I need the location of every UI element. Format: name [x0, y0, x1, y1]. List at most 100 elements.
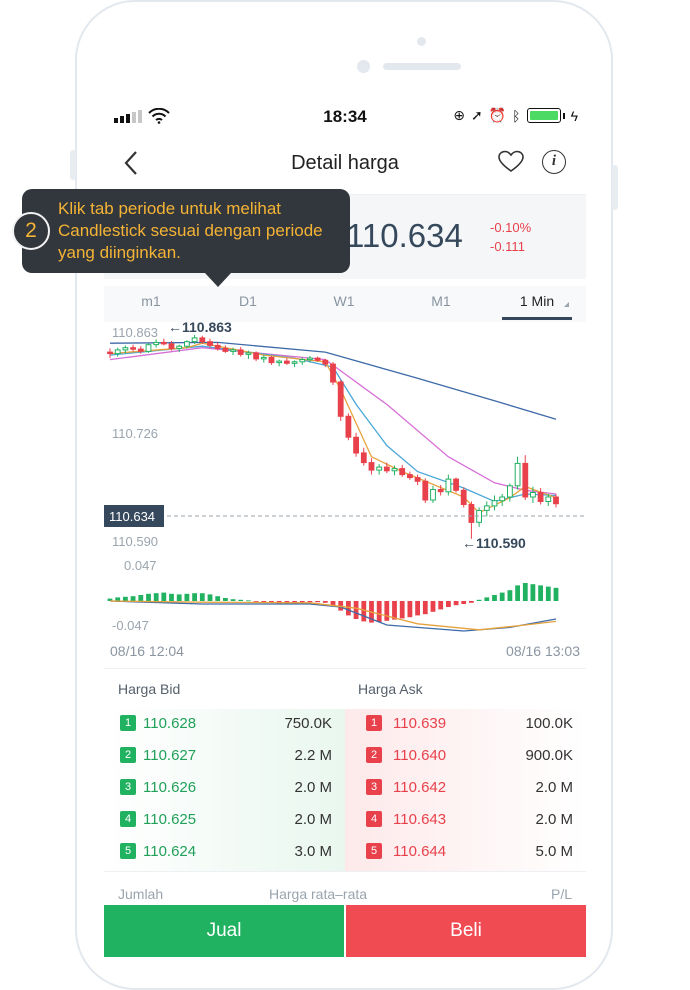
bid-quantity: 2.0 M	[294, 811, 332, 828]
macd-histogram-bar	[169, 593, 174, 601]
candlestick-chart[interactable]: 110.863 110.726 110.590 0.047 -0.047 110…	[104, 322, 586, 667]
candle-down	[314, 357, 321, 361]
macd-histogram-bar	[384, 601, 390, 621]
candle-up	[145, 344, 152, 352]
tab-d1[interactable]: D1	[239, 293, 257, 309]
ask-quantity: 5.0 M	[535, 843, 573, 860]
bid-price: 110.625	[143, 811, 197, 828]
candle-up	[230, 349, 236, 352]
candle-down	[368, 462, 375, 471]
candle-down	[522, 462, 529, 498]
bid-side	[104, 709, 345, 871]
tab-m1[interactable]: m1	[141, 293, 161, 309]
candle-up	[483, 505, 490, 511]
buy-button[interactable]: Beli	[346, 905, 586, 957]
back-arrow-icon[interactable]	[120, 148, 142, 178]
bid-quantity: 2.0 M	[294, 779, 332, 796]
ask-row[interactable]: 4 110.643 2.0 M	[345, 805, 586, 837]
macd-histogram-bar	[330, 601, 336, 606]
signal-icon	[114, 110, 142, 123]
candle-up	[260, 356, 267, 360]
candle-up	[545, 496, 552, 502]
candle-down	[345, 415, 352, 438]
macd-histogram-bar	[484, 597, 490, 601]
candle-down	[207, 341, 213, 346]
battery-icon	[526, 108, 561, 123]
candle-down	[460, 489, 467, 506]
active-tab-underline	[502, 317, 572, 320]
bid-row[interactable]: 2 110.627 2.2 M	[104, 741, 345, 773]
bid-row[interactable]: 3 110.626 2.0 M	[104, 773, 345, 805]
tooltip-text: Klik tab periode untuk melihat Candlesti…	[58, 199, 323, 262]
tab-month1[interactable]: M1	[431, 293, 451, 309]
macd-histogram-bar	[446, 601, 451, 607]
phone-power-button	[612, 165, 618, 210]
candle-down	[160, 341, 167, 345]
candle-down	[553, 496, 559, 505]
ask-price: 110.644	[393, 843, 447, 860]
macd-histogram-bar	[469, 601, 474, 603]
candle-up	[245, 352, 252, 355]
macd-histogram-bar	[415, 601, 420, 616]
macd-histogram-bar	[538, 585, 543, 601]
info-icon[interactable]: i	[542, 150, 566, 174]
tab-w1[interactable]: W1	[333, 293, 355, 309]
macd-histogram-bar	[430, 601, 436, 612]
ma-long-line	[109, 341, 557, 420]
candle-down	[399, 468, 406, 476]
candle-down	[414, 477, 421, 482]
candle-up	[122, 347, 129, 351]
bid-row[interactable]: 1 110.628 750.0K	[104, 709, 345, 741]
candle-down	[168, 343, 175, 349]
ask-header: Harga Ask	[358, 681, 423, 697]
low-marker: ←110.590	[462, 535, 526, 551]
ask-row[interactable]: 3 110.642 2.0 M	[345, 773, 586, 805]
macd-histogram-bar	[315, 601, 320, 603]
status-icons: ⊕ ➚ ⏰ ᛒ ϟ	[453, 107, 578, 124]
bid-row[interactable]: 4 110.625 2.0 M	[104, 805, 345, 837]
tab-dropdown-indicator-icon	[564, 302, 569, 307]
macd-histogram-bar	[146, 593, 151, 601]
macd-histogram-bar	[192, 593, 197, 601]
bid-price: 110.626	[143, 779, 197, 796]
favorite-heart-icon[interactable]	[498, 150, 524, 174]
sell-button[interactable]: Jual	[104, 905, 344, 957]
candle-down	[322, 359, 329, 365]
candle-up	[307, 357, 313, 361]
ask-rank-badge: 4	[366, 811, 382, 827]
macd-histogram-bar	[176, 594, 182, 601]
candle-down	[360, 452, 367, 464]
bid-rank-badge: 1	[120, 715, 136, 731]
macd-histogram-bar	[230, 599, 236, 601]
ask-price: 110.643	[393, 811, 447, 828]
phone-sensor	[417, 37, 426, 46]
macd-histogram-bar	[207, 594, 213, 601]
candle-down	[237, 349, 244, 355]
position-summary-labels: Jumlah Harga rata–rata P/L	[104, 871, 586, 906]
candle-down	[422, 480, 429, 501]
candle-up	[530, 492, 536, 498]
macd-histogram-bar	[253, 601, 259, 602]
bid-row[interactable]: 5 110.624 3.0 M	[104, 837, 345, 869]
macd-histogram-bar	[399, 601, 405, 619]
low-marker-value: 110.590	[476, 535, 526, 551]
wifi-icon	[148, 108, 170, 124]
period-tabs: m1 D1 W1 M1 1 Min	[104, 286, 586, 322]
macd-histogram-bar	[307, 601, 313, 603]
macd-histogram-bar	[107, 598, 113, 601]
ask-row[interactable]: 2 110.640 900.0K	[345, 741, 586, 773]
candle-down	[453, 478, 460, 491]
ask-row[interactable]: 1 110.639 100.0K	[345, 709, 586, 741]
macd-histogram-bar	[353, 601, 359, 619]
tooltip-pointer	[205, 273, 231, 287]
ask-rank-badge: 3	[366, 779, 382, 795]
candle-down	[337, 381, 344, 417]
y-label-high: 110.863	[112, 325, 158, 340]
ask-row[interactable]: 5 110.644 5.0 M	[345, 837, 586, 869]
candle-down	[137, 348, 144, 352]
quantity-label: Jumlah	[118, 886, 164, 902]
tab-1min[interactable]: 1 Min	[519, 293, 555, 309]
macd-histogram-bar	[492, 595, 497, 601]
current-price-tag	[104, 505, 164, 527]
macd-histogram-bar	[461, 601, 467, 604]
